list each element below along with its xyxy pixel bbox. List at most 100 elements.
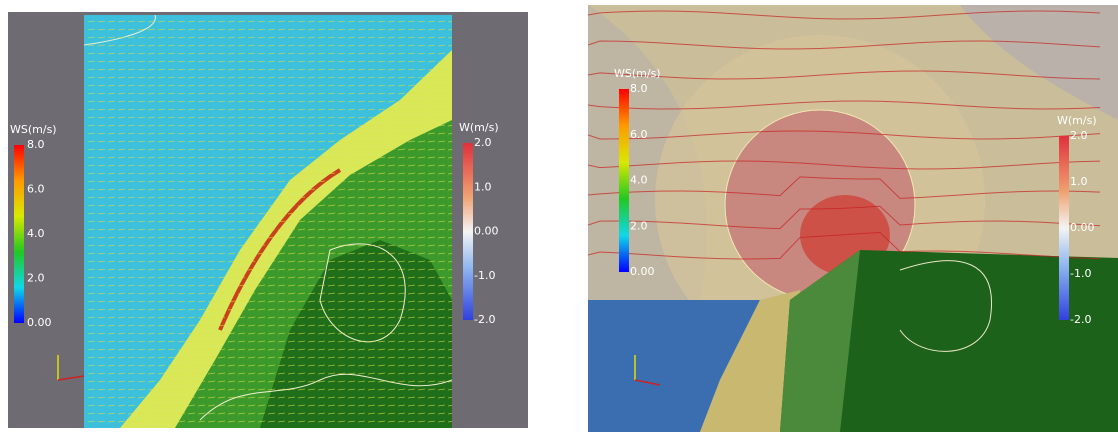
- arrow: [177, 340, 186, 343]
- arrow: [337, 364, 346, 367]
- arrow: [187, 372, 196, 375]
- arrow: [337, 92, 346, 95]
- arrow: [337, 292, 346, 295]
- arrow: [447, 133, 452, 135]
- arrow: [177, 300, 186, 303]
- arrow: [377, 124, 386, 127]
- arrow: [447, 157, 452, 159]
- arrow: [137, 260, 146, 263]
- arrow: [287, 380, 296, 383]
- arrow: [387, 36, 396, 39]
- arrow: [207, 20, 216, 23]
- arrow: [147, 84, 156, 87]
- arrow: [347, 164, 356, 167]
- arrow: [387, 308, 396, 311]
- arrow: [317, 356, 326, 359]
- arrow: [157, 372, 166, 375]
- arrow: [377, 404, 386, 407]
- arrow: [407, 140, 416, 143]
- arrow: [257, 36, 266, 39]
- arrow: [157, 36, 166, 39]
- arrow: [227, 372, 236, 375]
- arrow: [227, 52, 236, 55]
- arrow: [187, 420, 196, 423]
- arrow: [247, 84, 256, 87]
- arrow: [177, 180, 186, 183]
- arrow: [247, 20, 256, 23]
- arrow: [87, 92, 96, 95]
- arrow: [207, 132, 216, 135]
- arrow: [217, 164, 226, 167]
- arrow: [97, 348, 106, 351]
- arrow: [217, 260, 226, 263]
- arrow: [157, 324, 166, 327]
- arrow: [387, 260, 396, 263]
- arrow: [407, 404, 416, 407]
- arrow: [177, 372, 186, 375]
- arrow: [357, 260, 366, 263]
- arrow: [367, 300, 376, 303]
- arrow: [117, 132, 126, 135]
- arrow: [217, 28, 226, 31]
- arrow: [307, 124, 316, 127]
- arrow: [117, 164, 126, 167]
- arrow: [427, 388, 436, 391]
- arrow: [357, 356, 366, 359]
- arrow: [417, 44, 426, 47]
- arrow: [147, 100, 156, 103]
- arrow: [417, 348, 426, 351]
- arrow: [277, 268, 286, 271]
- arrow: [347, 44, 356, 47]
- arrow: [97, 140, 106, 143]
- arrow: [407, 412, 416, 415]
- arrow: [317, 236, 326, 239]
- arrow: [347, 20, 356, 23]
- arrow: [297, 140, 306, 143]
- arrow: [127, 412, 136, 415]
- arrow: [97, 268, 106, 271]
- arrow: [277, 396, 286, 399]
- arrow: [97, 340, 106, 343]
- arrow: [247, 68, 256, 71]
- arrow: [137, 284, 146, 287]
- arrow: [357, 124, 366, 127]
- arrow: [117, 140, 126, 143]
- arrow: [407, 252, 416, 255]
- arrow: [197, 28, 206, 31]
- arrow: [217, 388, 226, 391]
- arrow: [427, 268, 436, 271]
- arrow: [227, 44, 236, 47]
- arrow: [397, 180, 406, 183]
- arrow: [437, 348, 446, 351]
- arrow: [157, 132, 166, 135]
- colorbar-tick-label: 6.0: [630, 128, 648, 141]
- arrow: [207, 108, 216, 111]
- arrow: [327, 28, 336, 31]
- arrow: [267, 156, 276, 159]
- arrow: [197, 212, 206, 215]
- arrow: [157, 356, 166, 359]
- arrow: [277, 84, 286, 87]
- arrow: [187, 52, 196, 55]
- arrow: [97, 396, 106, 399]
- arrow: [177, 20, 186, 23]
- arrow: [237, 36, 246, 39]
- arrow: [377, 236, 386, 239]
- arrow: [227, 292, 236, 295]
- arrow: [307, 68, 316, 71]
- arrow: [447, 117, 452, 119]
- arrow: [347, 68, 356, 71]
- arrow: [247, 156, 256, 159]
- arrow: [327, 52, 336, 55]
- arrow: [177, 44, 186, 47]
- arrow: [317, 172, 326, 175]
- arrow: [137, 220, 146, 223]
- arrow: [277, 212, 286, 215]
- arrow: [297, 132, 306, 135]
- arrow: [147, 124, 156, 127]
- arrow: [87, 300, 96, 303]
- arrow: [147, 92, 156, 95]
- arrow: [177, 388, 186, 391]
- arrow: [347, 316, 356, 319]
- arrow: [327, 284, 336, 287]
